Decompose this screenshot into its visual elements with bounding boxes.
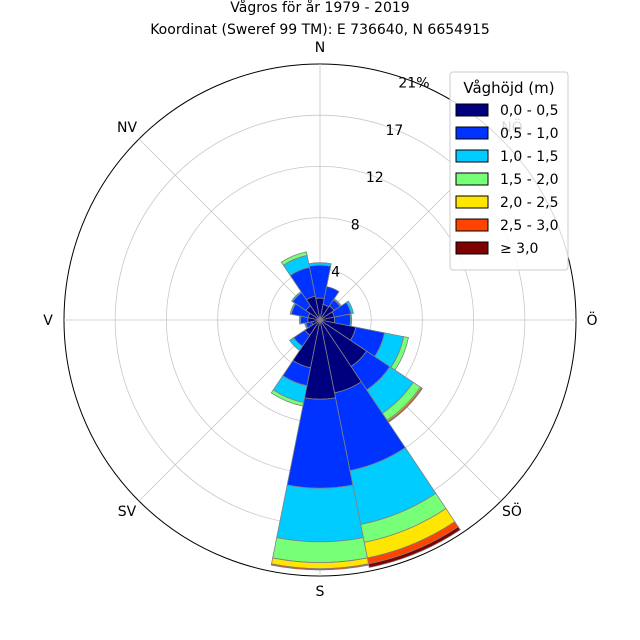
radial-tick-label: 4 xyxy=(331,265,340,281)
bar-segment-SSV-3 xyxy=(270,389,305,407)
legend-swatch xyxy=(455,241,489,255)
chart-subtitle: Koordinat (Sweref 99 TM): E 736640, N 66… xyxy=(150,22,490,38)
legend: Våghöjd (m) 0,0 - 0,5 0,5 - 1,0 1,0 - 1,5 1… xyxy=(449,71,569,271)
compass-label: N xyxy=(315,40,325,56)
compass-label: NV xyxy=(117,120,137,136)
bar-segment-V-2 xyxy=(298,315,302,325)
bar-segment-N-2 xyxy=(308,262,332,267)
legend-swatch xyxy=(455,103,489,117)
legend-label: 1,0 - 1,5 xyxy=(500,149,558,165)
bar-segment-NNÖ-1 xyxy=(322,286,340,308)
legend-label: ≥ 3,0 xyxy=(500,241,538,257)
bar-segment-SSÖ-6 xyxy=(368,526,461,568)
legend-swatch xyxy=(455,149,489,163)
radial-tick-labels: 4 8 12 17 21% xyxy=(331,75,429,280)
legend-swatch xyxy=(455,172,489,186)
legend-label: 2,5 - 3,0 xyxy=(500,218,558,234)
compass-label: Ö xyxy=(586,311,597,329)
legend-swatch xyxy=(455,218,489,232)
rose-bars xyxy=(270,251,461,571)
legend-label: 2,0 - 2,5 xyxy=(500,195,558,211)
bar-segment-ÖNÖ-2 xyxy=(345,300,354,315)
legend-label: 0,0 - 0,5 xyxy=(500,103,558,119)
bar-segment-S-5 xyxy=(270,563,370,571)
radial-tick-label: 12 xyxy=(366,170,384,186)
bar-segment-SV-2 xyxy=(289,337,303,351)
compass-label: S xyxy=(316,584,325,600)
legend-title: Våghöjd (m) xyxy=(463,79,554,97)
bar-segment-NNV-3 xyxy=(280,251,308,266)
bar-segment-Ö-2 xyxy=(349,313,353,327)
legend-swatch xyxy=(455,126,489,140)
legend-label: 0,5 - 1,0 xyxy=(500,126,558,142)
bar-segment-S-2 xyxy=(276,484,364,543)
compass-label: SV xyxy=(118,504,137,520)
chart-title: Vågros för år 1979 - 2019 xyxy=(230,0,409,16)
radial-tick-label: 8 xyxy=(351,217,360,233)
compass-label: V xyxy=(43,313,53,329)
compass-label: SÖ xyxy=(502,502,522,520)
grid-spoke xyxy=(138,319,321,502)
legend-swatch xyxy=(455,195,489,209)
legend-label: 1,5 - 2,0 xyxy=(500,172,558,188)
grid-spoke xyxy=(138,138,321,321)
radial-tick-label: 17 xyxy=(385,123,403,139)
legend-entries: 0,0 - 0,5 0,5 - 1,0 1,0 - 1,5 1,5 - 2,0 2,0 … xyxy=(455,103,558,257)
radial-tick-label: 21% xyxy=(398,75,429,91)
